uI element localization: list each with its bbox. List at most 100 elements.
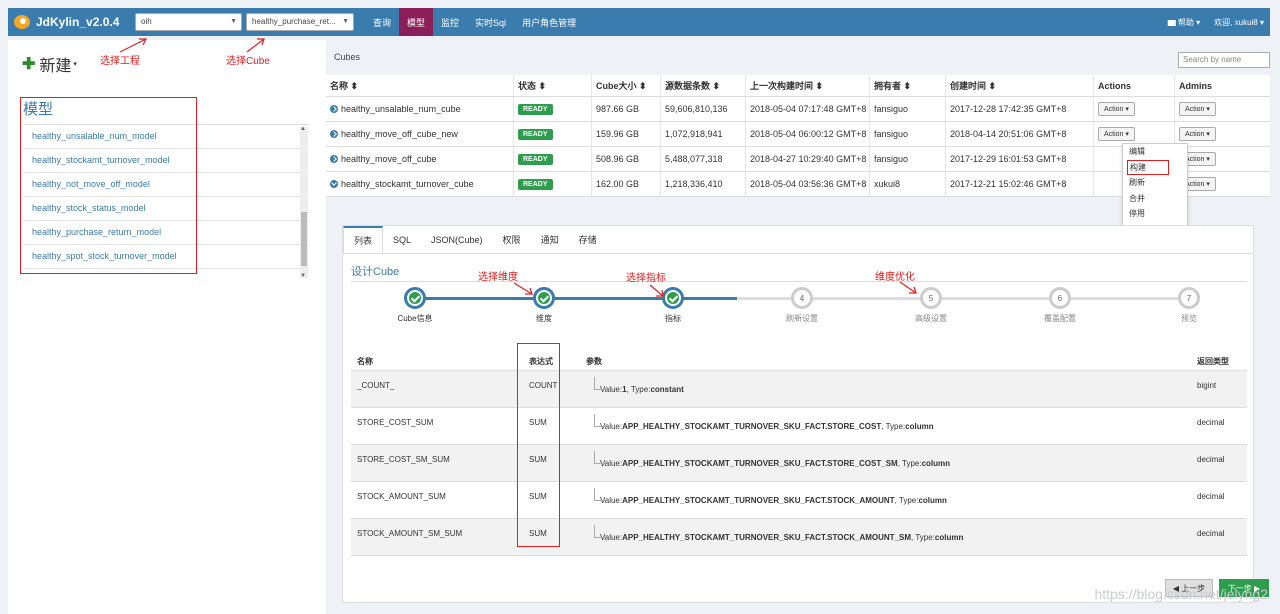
cube-size: 162.00 GB	[592, 172, 661, 196]
column-header: 参数	[586, 357, 602, 366]
scroll-up-icon[interactable]: ▲	[300, 126, 306, 132]
model-item[interactable]: healthy_unsalable_num_model	[23, 125, 309, 149]
step-1[interactable]	[404, 287, 426, 309]
step-label: 覆盖配置	[1044, 314, 1076, 323]
value-label: Value:	[600, 422, 623, 431]
help-menu[interactable]: ▆ 帮助 ▾	[1167, 17, 1201, 27]
next-step-label: 下一步	[1227, 583, 1252, 593]
step-5[interactable]: 5	[920, 287, 942, 309]
measure-parameter: Value:APP_HEALTHY_STOCKAMT_TURNOVER_SKU_…	[586, 488, 1191, 505]
step-2[interactable]	[533, 287, 555, 309]
column-header: Actions	[1094, 75, 1175, 96]
search-input[interactable]: Search by name	[1178, 52, 1270, 68]
param-value: 1	[622, 385, 627, 394]
status-badge: READY	[518, 128, 553, 140]
models-title: 模型	[23, 101, 54, 118]
created-time: 2017-12-21 15:02:46 GMT+8	[946, 172, 1094, 196]
project-select[interactable]: oih ▼	[135, 13, 242, 31]
model-item[interactable]: healthy_not_move_off_model	[23, 173, 309, 197]
action-label: Action	[1104, 106, 1124, 113]
model-list-scrollbar[interactable]: ▲ ▼	[300, 126, 308, 279]
column-header: 表达式	[529, 357, 553, 366]
arrow-right-icon: ▶	[1251, 583, 1261, 593]
tab-sql[interactable]: SQL	[393, 234, 412, 245]
main-content: Cubes Search by name 名称 ⬍ 状态 ⬍ Cube大小 ⬍ …	[326, 40, 1270, 614]
menu-item-edit[interactable]: 编辑	[1129, 147, 1145, 157]
menu-item-disable[interactable]: 停用	[1129, 209, 1145, 219]
brand[interactable]: JdKylin_v2.0.4	[14, 8, 119, 36]
return-type: decimal	[1197, 455, 1225, 464]
annotation-select-project: 选择工程	[100, 56, 140, 67]
divider	[351, 281, 1247, 282]
model-item[interactable]: healthy_spot_stock_turnover_model	[23, 245, 309, 269]
column-header[interactable]: 上一次构建时间 ⬍	[746, 75, 870, 96]
status-badge: READY	[518, 153, 553, 165]
caret-down-icon: ▾	[73, 61, 77, 68]
prev-step-button[interactable]: ◀ 上一步	[1165, 579, 1213, 597]
plus-icon: ✚	[22, 56, 36, 73]
step-6[interactable]: 6	[1049, 287, 1071, 309]
measures-table: 名称 表达式 参数 返回类型 _COUNT_ COUNT Value:1, Ty…	[351, 346, 1247, 556]
column-header[interactable]: 源数据条数 ⬍	[661, 75, 746, 96]
tab-permission[interactable]: 权限	[502, 235, 521, 245]
nav-query[interactable]: 查询	[373, 17, 392, 28]
source-count: 1,218,336,410	[661, 172, 746, 196]
annotation-select-measure: 选择指标	[626, 273, 666, 284]
admin-action-button[interactable]: Action ▾	[1179, 102, 1216, 116]
step-3[interactable]	[662, 287, 684, 309]
cube-select[interactable]: healthy_purchase_ret... ▼	[246, 13, 354, 31]
measure-name: _COUNT_	[357, 381, 395, 390]
column-header[interactable]: 创建时间 ⬍	[946, 75, 1094, 96]
table-row[interactable]: healthy_unsalable_num_cube READY 987.66 …	[326, 97, 1270, 122]
collapse-icon[interactable]	[330, 180, 338, 188]
menu-item-merge[interactable]: 合并	[1129, 193, 1145, 203]
table-row[interactable]: healthy_move_off_cube_new READY 159.96 G…	[326, 122, 1270, 147]
value-label: Value:	[600, 459, 623, 468]
step-7[interactable]: 7	[1178, 287, 1200, 309]
last-build-time: 2018-05-04 07:17:48 GMT+8	[746, 97, 870, 121]
nav-realtime-sql[interactable]: 实时Sql	[475, 17, 507, 28]
model-item[interactable]: healthy_stock_status_model	[23, 197, 309, 221]
help-label: 帮助	[1177, 17, 1194, 27]
cube-name: healthy_stockamt_turnover_cube	[341, 179, 474, 189]
cube-size: 987.66 GB	[592, 97, 661, 121]
owner: fansiguo	[870, 122, 946, 146]
tab-json[interactable]: JSON(Cube)	[431, 234, 483, 245]
column-header[interactable]: 拥有者 ⬍	[870, 75, 946, 96]
tab-list[interactable]: 列表	[343, 226, 384, 253]
menu-item-build[interactable]: 构建	[1127, 159, 1169, 175]
param-type: column	[918, 496, 947, 505]
nav-user-roles[interactable]: 用户角色管理	[522, 17, 577, 28]
tab-notify[interactable]: 通知	[540, 235, 559, 245]
admin-action-button[interactable]: Action ▾	[1179, 127, 1216, 141]
tab-storage[interactable]: 存储	[578, 235, 597, 245]
measure-parameter: Value:1, Type:constant	[586, 377, 1191, 394]
expand-icon[interactable]	[330, 105, 338, 113]
last-build-time: 2018-05-04 03:56:36 GMT+8	[746, 172, 870, 196]
model-item[interactable]: healthy_purchase_return_model	[23, 221, 309, 245]
column-header[interactable]: Cube大小 ⬍	[592, 75, 661, 96]
user-menu[interactable]: 欢迎, xukui8 ▾	[1214, 17, 1264, 27]
scroll-thumb[interactable]	[301, 212, 307, 266]
admin-action-label: Action	[1185, 156, 1205, 163]
scroll-down-icon[interactable]: ▼	[300, 273, 306, 279]
return-type: decimal	[1197, 529, 1225, 538]
column-header[interactable]: 名称 ⬍	[326, 75, 514, 96]
nav-monitor[interactable]: 监控	[441, 17, 460, 28]
value-label: Value:	[600, 496, 623, 505]
expand-icon[interactable]	[330, 155, 338, 163]
column-header[interactable]: 状态 ⬍	[514, 75, 592, 96]
param-value: APP_HEALTHY_STOCKAMT_TURNOVER_SKU_FACT.S…	[622, 422, 882, 431]
new-button[interactable]: ✚ 新建 ▾	[22, 52, 77, 76]
action-button[interactable]: Action ▾	[1098, 102, 1135, 116]
next-step-button[interactable]: 下一步 ▶	[1219, 579, 1269, 597]
menu-item-refresh[interactable]: 刷新	[1129, 178, 1145, 188]
model-item[interactable]: healthy_stockamt_turnover_model	[23, 149, 309, 173]
table-row: _COUNT_ COUNT Value:1, Type:constant big…	[351, 371, 1247, 408]
step-4[interactable]: 4	[791, 287, 813, 309]
expand-icon[interactable]	[330, 130, 338, 138]
action-button[interactable]: Action ▾	[1098, 127, 1135, 141]
measure-parameter: Value:APP_HEALTHY_STOCKAMT_TURNOVER_SKU_…	[586, 525, 1191, 542]
table-row[interactable]: healthy_move_off_cube READY 508.96 GB 5,…	[326, 147, 1270, 172]
nav-model[interactable]: 模型	[399, 8, 434, 36]
